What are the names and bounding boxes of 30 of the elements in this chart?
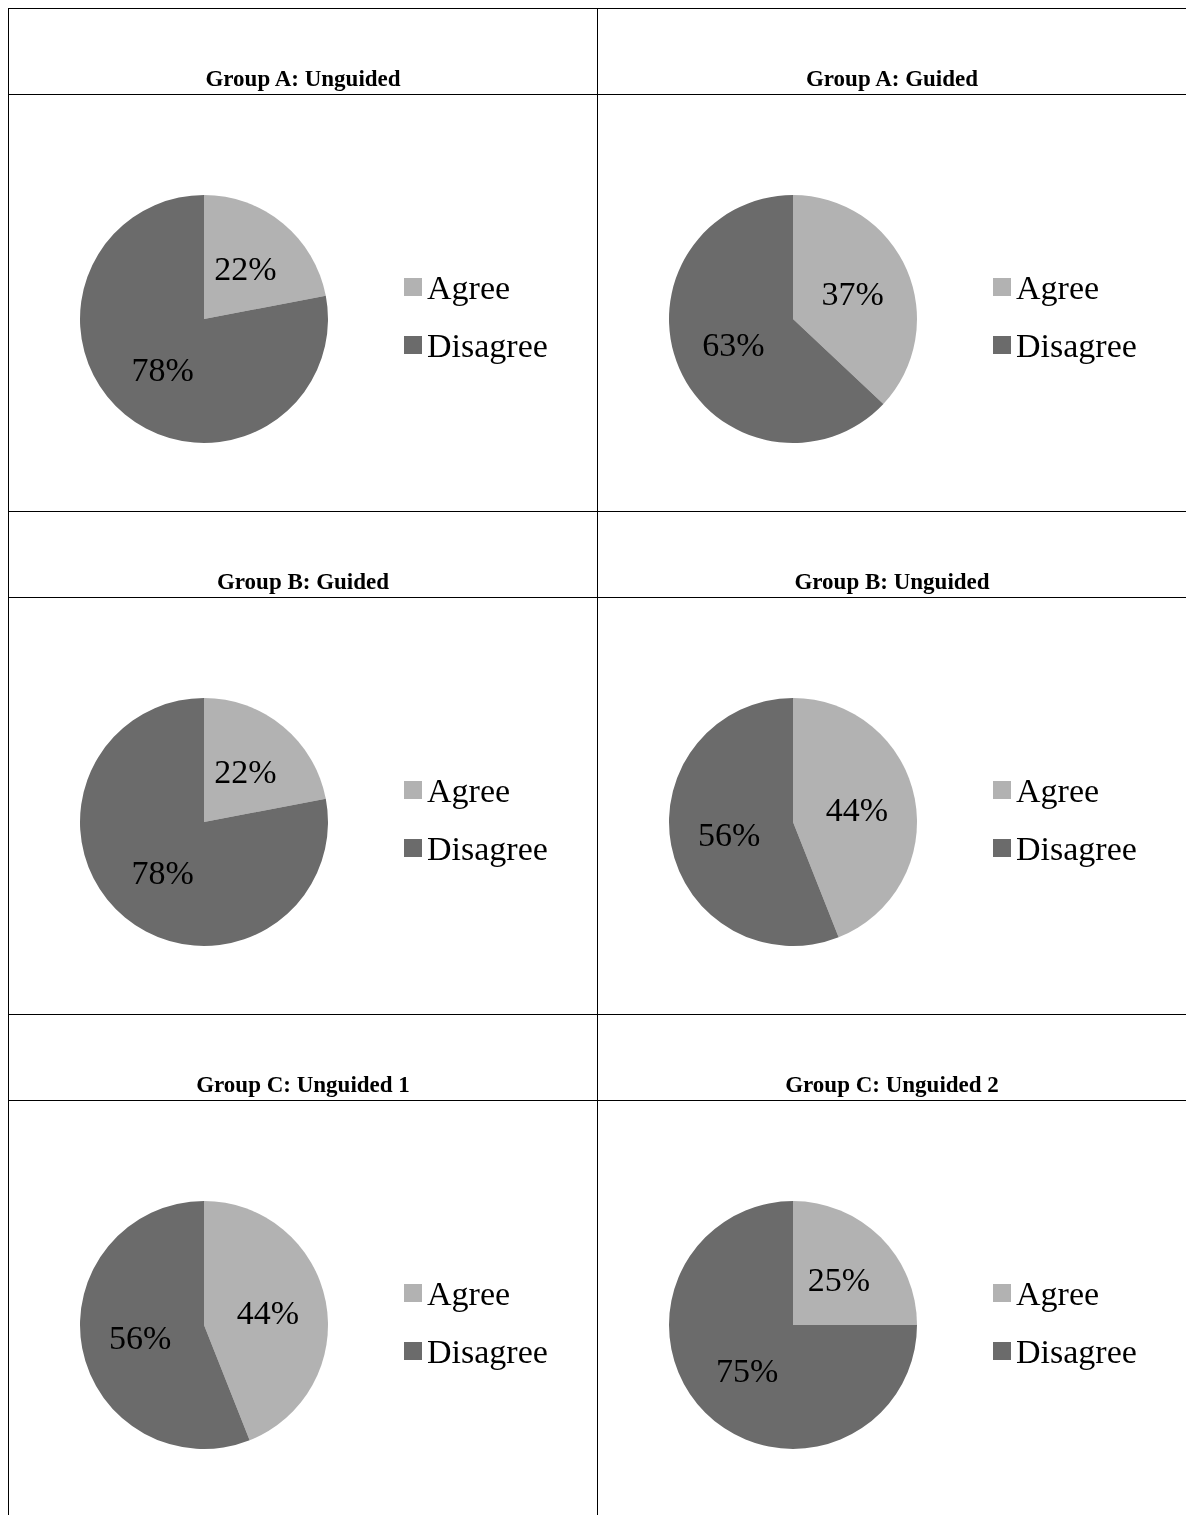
chart-title: Group A: Unguided	[9, 9, 597, 95]
legend-label: Agree	[1016, 1274, 1100, 1312]
data-label: 78%	[131, 350, 194, 388]
legend-label: Agree	[427, 771, 511, 809]
chart-title: Group C: Unguided 1	[9, 1015, 597, 1101]
data-label: 78%	[131, 853, 194, 891]
data-label: 56%	[108, 1318, 172, 1356]
data-label: 22%	[214, 753, 277, 791]
legend-label: Agree	[1016, 268, 1100, 306]
chart-title: Group B: Unguided	[598, 512, 1186, 598]
data-label: 56%	[697, 815, 761, 853]
legend-label: Agree	[1016, 771, 1100, 809]
data-label: 25%	[807, 1260, 871, 1298]
data-label: 63%	[702, 326, 765, 364]
legend-label: Disagree	[427, 1332, 548, 1370]
data-label: 44%	[236, 1294, 300, 1332]
data-label: 22%	[214, 250, 277, 288]
legend-label: Disagree	[427, 829, 548, 867]
legend-label: Agree	[427, 268, 511, 306]
legend-label: Disagree	[1016, 1332, 1137, 1370]
chart-title: Group C: Unguided 2	[598, 1015, 1186, 1101]
legend-label: Agree	[427, 1274, 511, 1312]
legend-label: Disagree	[1016, 829, 1137, 867]
legend-label: Disagree	[1016, 326, 1137, 364]
chart-title: Group B: Guided	[9, 512, 597, 598]
data-label: 37%	[821, 274, 884, 312]
chart-title: Group A: Guided	[598, 9, 1186, 95]
data-label: 44%	[825, 791, 889, 829]
data-label: 75%	[715, 1352, 779, 1390]
legend-label: Disagree	[427, 326, 548, 364]
